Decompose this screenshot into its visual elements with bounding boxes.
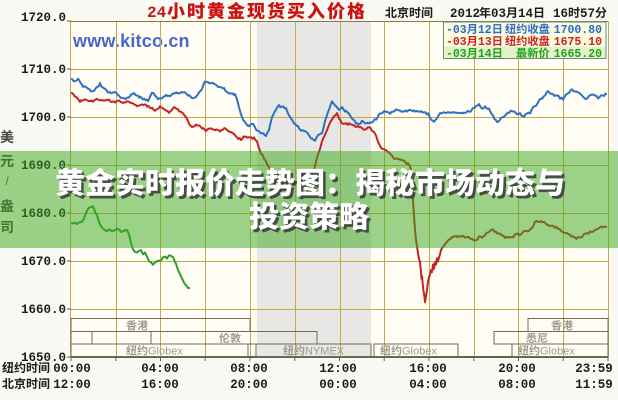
svg-text:03: 03 bbox=[491, 7, 506, 21]
svg-text:23:59: 23:59 bbox=[575, 362, 613, 376]
svg-text:1665.20: 1665.20 bbox=[554, 48, 602, 61]
svg-text:12:00: 12:00 bbox=[319, 362, 357, 376]
svg-text:2012: 2012 bbox=[450, 7, 480, 21]
svg-text:04:00: 04:00 bbox=[409, 378, 447, 392]
svg-text:14: 14 bbox=[518, 7, 534, 21]
svg-text:16:00: 16:00 bbox=[141, 378, 179, 392]
svg-text:12:00: 12:00 bbox=[53, 378, 91, 392]
svg-text:Globex: Globex bbox=[148, 346, 183, 358]
svg-text:57: 57 bbox=[580, 7, 595, 21]
svg-text:-03: -03 bbox=[446, 36, 467, 49]
svg-text:www.kitco.cn: www.kitco.cn bbox=[72, 31, 190, 51]
svg-text:20:00: 20:00 bbox=[498, 362, 536, 376]
svg-text:1700.80: 1700.80 bbox=[554, 24, 602, 37]
svg-text:00:00: 00:00 bbox=[319, 378, 357, 392]
svg-text:11:59: 11:59 bbox=[575, 378, 613, 392]
svg-text:1710.0: 1710.0 bbox=[21, 63, 66, 77]
svg-text:04:00: 04:00 bbox=[141, 362, 179, 376]
svg-text:12: 12 bbox=[478, 24, 492, 37]
svg-text:-03: -03 bbox=[446, 48, 467, 61]
svg-text:-03: -03 bbox=[446, 24, 467, 37]
svg-text:24: 24 bbox=[147, 4, 167, 22]
svg-text:1720.0: 1720.0 bbox=[21, 11, 66, 25]
svg-text:1650.0: 1650.0 bbox=[21, 351, 66, 365]
svg-text:14: 14 bbox=[478, 48, 492, 61]
svg-text:13: 13 bbox=[478, 36, 492, 49]
svg-text:08:00: 08:00 bbox=[230, 362, 268, 376]
svg-text:08:00: 08:00 bbox=[498, 378, 536, 392]
svg-text:00:00: 00:00 bbox=[53, 362, 91, 376]
svg-text:1700.0: 1700.0 bbox=[21, 111, 66, 125]
svg-text:Globex: Globex bbox=[540, 346, 575, 358]
svg-text:1675.10: 1675.10 bbox=[554, 36, 602, 49]
svg-text:1670.0: 1670.0 bbox=[21, 255, 66, 269]
svg-text:16:00: 16:00 bbox=[409, 362, 447, 376]
svg-text:16: 16 bbox=[553, 7, 568, 21]
svg-text:Globex: Globex bbox=[402, 346, 437, 358]
svg-text:20:00: 20:00 bbox=[230, 378, 268, 392]
svg-text:NYMEX: NYMEX bbox=[305, 346, 345, 358]
svg-text:1660.0: 1660.0 bbox=[21, 303, 66, 317]
